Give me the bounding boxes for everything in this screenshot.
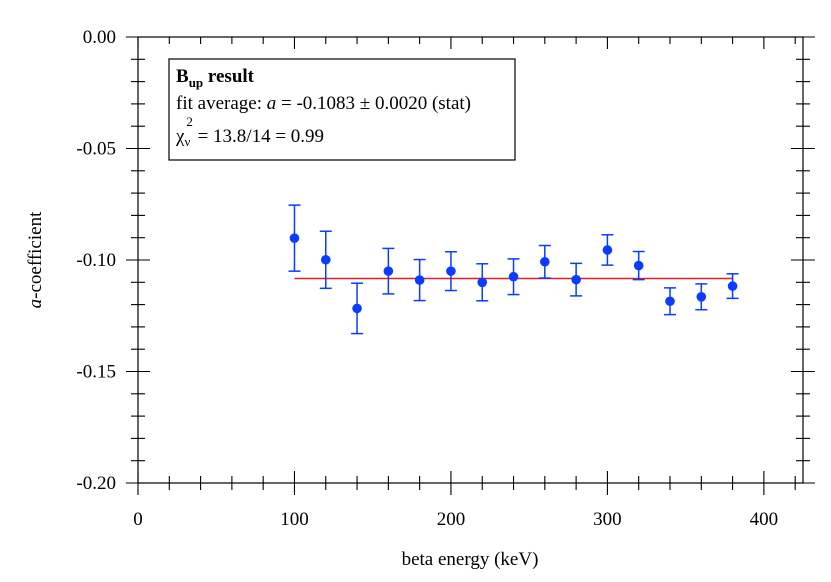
y-axis-label: a-coefficient <box>25 211 46 308</box>
x-tick-label: 100 <box>280 509 309 530</box>
y-axis-label-rest: -coefficient <box>25 211 46 299</box>
annotation-fit-var: a <box>267 93 277 114</box>
annotation-title: Bup result <box>176 66 255 90</box>
annotation-fit-value: = -0.1083 ± 0.0020 (stat) <box>276 93 471 114</box>
x-axis-label: beta energy (keV) <box>402 549 539 570</box>
data-point <box>446 266 456 276</box>
data-point-group <box>601 234 614 266</box>
data-point-group <box>476 263 489 302</box>
annotation-fit-prefix: fit average: <box>176 93 267 114</box>
annotation-chi-sup: 2 <box>186 114 193 129</box>
data-point-group <box>444 250 457 292</box>
data-point-group <box>382 247 395 295</box>
y-tick-label: -0.10 <box>76 250 116 271</box>
annotation-box: Bup result fit average: a = -0.1083 ± 0.… <box>168 58 516 161</box>
axis-ticks <box>126 36 815 495</box>
data-point <box>665 296 675 307</box>
data-point-group <box>726 273 739 300</box>
data-point-group <box>538 244 551 279</box>
data-point <box>571 274 581 285</box>
y-axis-label-var: a <box>25 299 46 309</box>
x-tick-label: 0 <box>133 509 143 530</box>
data-point <box>414 275 425 285</box>
data-point-group <box>319 230 332 290</box>
data-point-group <box>288 204 301 272</box>
data-point <box>602 245 613 255</box>
annotation-chi-sub: ν <box>184 134 190 149</box>
data-point <box>289 233 300 243</box>
data-point-group <box>570 262 583 297</box>
y-tick-label: 0.00 <box>83 27 116 48</box>
y-tick-label: -0.15 <box>76 362 116 383</box>
x-tick-label: 400 <box>750 509 779 530</box>
annotation-title-main: B <box>176 66 189 87</box>
data-point <box>540 256 550 267</box>
data-point-group <box>664 287 676 316</box>
axis-tick-labels: 0 100 200 300 400 0.00 -0.05 -0.10 -0.15 -0.20 <box>76 27 778 530</box>
data-point <box>727 281 738 291</box>
data-point <box>696 291 707 302</box>
data-point <box>320 254 331 265</box>
data-point-group <box>413 258 426 302</box>
x-tick-label: 200 <box>437 509 466 530</box>
y-tick-label: -0.20 <box>76 473 116 494</box>
data-point <box>508 271 519 282</box>
annotation-fit-average: fit average: a = -0.1083 ± 0.0020 (stat) <box>176 93 471 114</box>
annotation-chi-squared: χν 2 = 13.8/14 = 0.99 <box>175 114 324 149</box>
data-point-group <box>351 282 364 335</box>
annotation-title-sub: up <box>189 75 203 90</box>
data-point <box>477 277 488 288</box>
data-point-group <box>507 258 520 296</box>
data-point-group <box>632 250 645 281</box>
data-point <box>352 303 362 314</box>
annotation-border <box>168 58 516 161</box>
annotation-chi-value: = 13.8/14 = 0.99 <box>193 126 324 147</box>
data-point <box>633 260 644 271</box>
data-point <box>383 266 394 276</box>
data-point-group <box>695 283 708 311</box>
y-tick-label: -0.05 <box>76 139 116 160</box>
x-tick-label: 300 <box>593 509 622 530</box>
annotation-title-rest: result <box>203 66 255 87</box>
annotation-chi: χ <box>175 126 185 147</box>
data-series <box>288 204 739 335</box>
